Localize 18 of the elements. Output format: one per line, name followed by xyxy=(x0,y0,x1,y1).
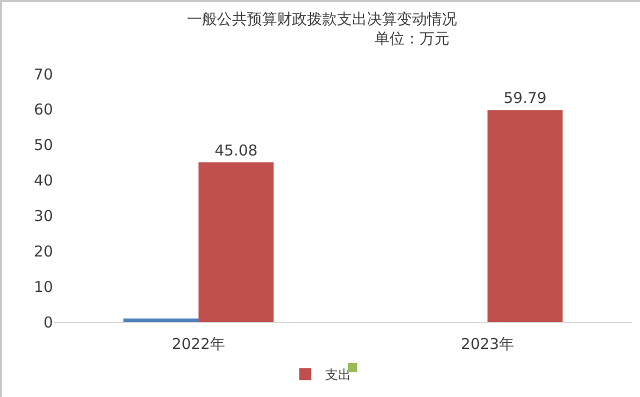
y-tick-label: 30 xyxy=(34,206,53,225)
chart-subtitle: 单位：万元 xyxy=(194,29,450,48)
data-label: 59.79 xyxy=(504,89,547,108)
bar xyxy=(488,110,563,322)
y-tick-label: 70 xyxy=(34,65,53,84)
bar xyxy=(198,162,274,322)
x-tick-label: 2022年 xyxy=(172,335,226,353)
bar xyxy=(123,318,198,322)
y-tick-label: 40 xyxy=(34,172,53,190)
y-tick-label: 10 xyxy=(34,278,53,296)
x-tick-label: 2023年 xyxy=(460,335,514,353)
data-label: 45.08 xyxy=(214,141,258,160)
legend-label: 支出 xyxy=(325,368,352,384)
chart-title: 一般公共预算财政拨款支出决算变动情况 xyxy=(187,10,457,28)
y-tick-label: 60 xyxy=(34,100,53,119)
y-tick-label: 20 xyxy=(34,242,53,260)
y-tick-label: 0 xyxy=(43,313,53,332)
y-tick-label: 50 xyxy=(34,136,53,154)
